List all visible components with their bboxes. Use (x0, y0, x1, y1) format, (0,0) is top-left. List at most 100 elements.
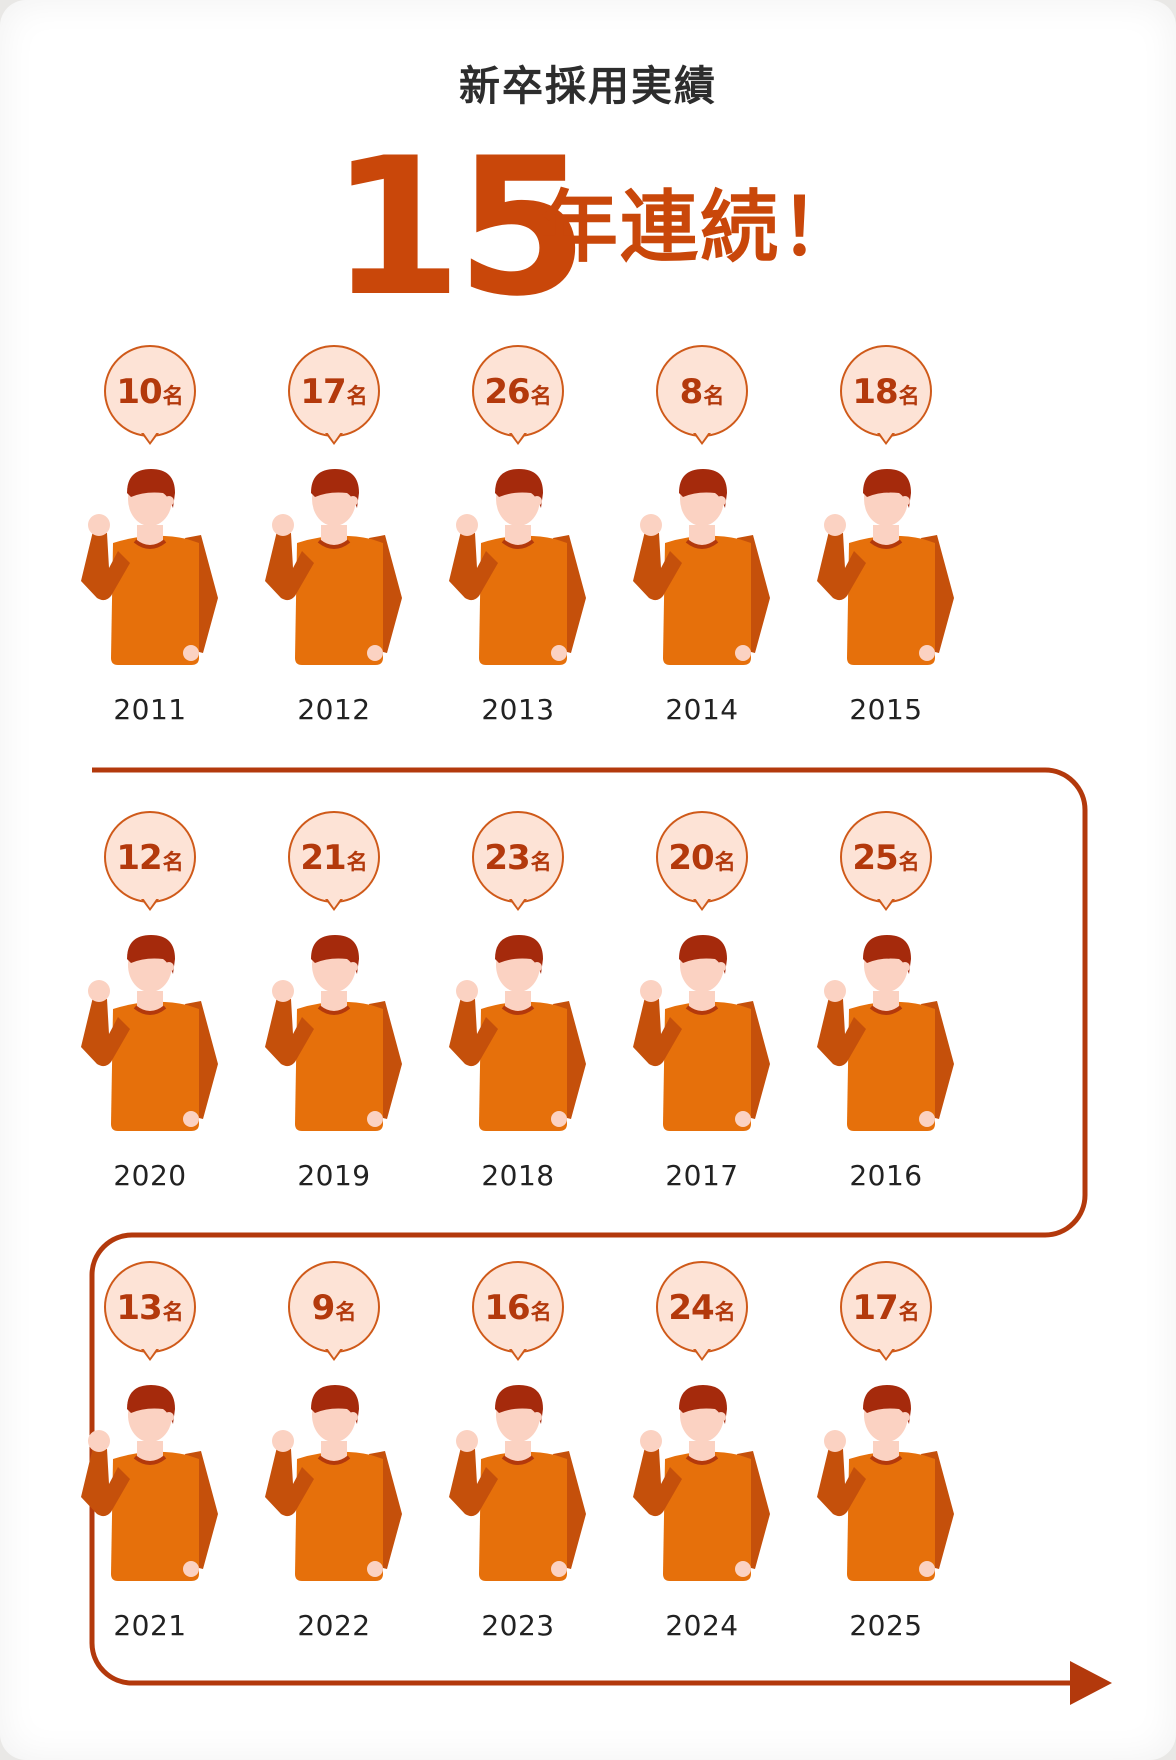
bubble-tail-fill (695, 898, 709, 908)
bubble-tail-fill (879, 898, 893, 908)
hire-count: 13 (116, 1288, 162, 1328)
count-unit: 名 (530, 850, 552, 874)
arrow-head-icon (1070, 1661, 1112, 1705)
hire-count: 23 (484, 838, 530, 878)
count-unit: 名 (346, 384, 368, 408)
hire-count: 17 (300, 372, 346, 412)
person-icon (265, 469, 402, 665)
bubble-tail-fill (879, 432, 893, 442)
person-icon (817, 469, 954, 665)
year-entry-2023: 16名 2023 (443, 1261, 593, 1651)
year-label: 2023 (481, 1609, 555, 1642)
count-bubble: 20名 (656, 811, 748, 903)
person-icon (449, 469, 586, 665)
bubble-tail-fill (327, 898, 341, 908)
bubble-tail-fill (511, 432, 525, 442)
year-entry-2014: 8名 2014 (627, 345, 777, 735)
year-label: 2019 (297, 1159, 371, 1192)
year-entry-2021: 13名 2021 (75, 1261, 225, 1651)
person-icon (81, 1385, 218, 1581)
count-unit: 名 (714, 850, 736, 874)
count-unit: 名 (714, 1300, 736, 1324)
person-icon (817, 1385, 954, 1581)
count-unit: 名 (898, 384, 920, 408)
year-entry-2025: 17名 2025 (811, 1261, 961, 1651)
count-unit: 名 (346, 850, 368, 874)
hire-count: 25 (852, 838, 898, 878)
count-bubble: 10名 (104, 345, 196, 437)
hire-count: 21 (300, 838, 346, 878)
year-label: 2018 (481, 1159, 555, 1192)
count-unit: 名 (898, 850, 920, 874)
bubble-tail-fill (695, 1348, 709, 1358)
year-label: 2016 (849, 1159, 923, 1192)
year-entry-2022: 9名 2022 (259, 1261, 409, 1651)
year-label: 2024 (665, 1609, 739, 1642)
year-entry-2017: 20名 2017 (627, 811, 777, 1201)
bubble-tail-fill (879, 1348, 893, 1358)
bubble-tail-fill (143, 432, 157, 442)
hire-count: 26 (484, 372, 530, 412)
hire-count: 12 (116, 838, 162, 878)
bubble-tail-fill (143, 1348, 157, 1358)
year-label: 2015 (849, 693, 923, 726)
count-bubble: 13名 (104, 1261, 196, 1353)
count-unit: 名 (162, 1300, 184, 1324)
count-bubble: 23名 (472, 811, 564, 903)
person-icon (81, 935, 218, 1131)
count-bubble: 16名 (472, 1261, 564, 1353)
person-icon (633, 935, 770, 1131)
year-label: 2025 (849, 1609, 923, 1642)
year-entry-2020: 12名 2020 (75, 811, 225, 1201)
count-bubble: 24名 (656, 1261, 748, 1353)
count-bubble: 9名 (288, 1261, 380, 1353)
year-label: 2017 (665, 1159, 739, 1192)
count-unit: 名 (162, 850, 184, 874)
count-bubble: 8名 (656, 345, 748, 437)
bubble-tail-fill (327, 432, 341, 442)
hire-count: 16 (484, 1288, 530, 1328)
hire-count: 24 (668, 1288, 714, 1328)
year-entry-2019: 21名 2019 (259, 811, 409, 1201)
year-entry-2013: 26名 2013 (443, 345, 593, 735)
year-entry-2011: 10名 2011 (75, 345, 225, 735)
count-bubble: 18名 (840, 345, 932, 437)
year-entry-2015: 18名 2015 (811, 345, 961, 735)
year-entry-2024: 24名 2024 (627, 1261, 777, 1651)
hire-count: 8 (679, 372, 704, 412)
year-label: 2011 (113, 693, 187, 726)
streak-headline: 15 年連続！ (0, 133, 1176, 323)
count-unit: 名 (162, 384, 184, 408)
year-label: 2012 (297, 693, 371, 726)
hire-count: 10 (116, 372, 162, 412)
person-icon (81, 469, 218, 665)
count-bubble: 25名 (840, 811, 932, 903)
year-label: 2014 (665, 693, 739, 726)
count-bubble: 12名 (104, 811, 196, 903)
year-entry-2016: 25名 2016 (811, 811, 961, 1201)
person-icon (633, 469, 770, 665)
person-icon (633, 1385, 770, 1581)
year-label: 2020 (113, 1159, 187, 1192)
count-bubble: 17名 (840, 1261, 932, 1353)
person-icon (265, 935, 402, 1131)
person-icon (817, 935, 954, 1131)
count-unit: 名 (703, 384, 725, 408)
bubble-tail-fill (695, 432, 709, 442)
hire-count: 18 (852, 372, 898, 412)
person-icon (449, 1385, 586, 1581)
count-bubble: 21名 (288, 811, 380, 903)
count-bubble: 26名 (472, 345, 564, 437)
hire-count: 17 (852, 1288, 898, 1328)
year-entry-2012: 17名 2012 (259, 345, 409, 735)
person-icon (265, 1385, 402, 1581)
bubble-tail-fill (511, 898, 525, 908)
bubble-tail-fill (327, 1348, 341, 1358)
bubble-tail-fill (511, 1348, 525, 1358)
hire-count: 20 (668, 838, 714, 878)
count-unit: 名 (335, 1300, 357, 1324)
count-unit: 名 (530, 384, 552, 408)
count-unit: 名 (898, 1300, 920, 1324)
